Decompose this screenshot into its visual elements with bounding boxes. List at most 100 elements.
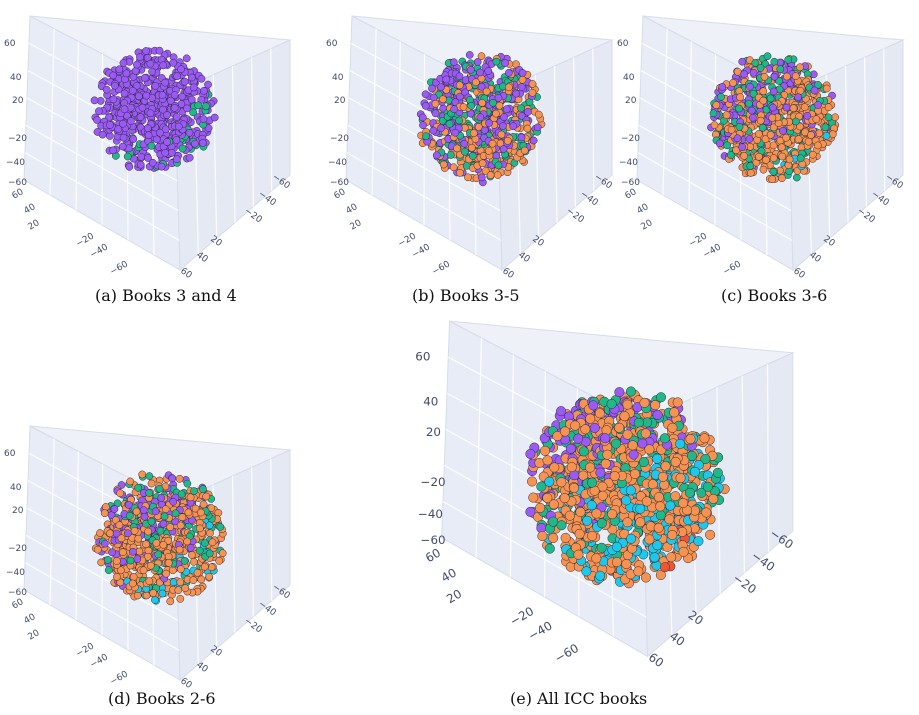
- scatter3d-plot: 604020−20−40−60604020−20−40−60−60−40−202…: [4, 425, 292, 691]
- scatter-point: [95, 107, 103, 116]
- scatter-point: [175, 474, 184, 483]
- scatter-point: [467, 143, 476, 152]
- scatter-point: [134, 92, 143, 101]
- scatter-point: [161, 148, 170, 157]
- scatter-point: [147, 517, 156, 526]
- scatter-point: [151, 82, 160, 90]
- scatter-point: [122, 69, 131, 78]
- scatter-point: [184, 508, 193, 517]
- scatter-point: [503, 136, 512, 145]
- scatter-point: [831, 113, 839, 122]
- scatter-point: [712, 467, 723, 478]
- tick-label-y: 60: [333, 187, 348, 202]
- scatter-point: [740, 151, 748, 160]
- scatter-point: [776, 65, 785, 73]
- tick-label-z: −20: [421, 475, 446, 489]
- scatter-point: [126, 556, 135, 565]
- scatter-point: [109, 95, 118, 104]
- scatter-point: [769, 167, 778, 176]
- scatter-point: [142, 591, 151, 600]
- scatter-point: [625, 485, 636, 496]
- scatter-point: [644, 534, 655, 545]
- scatter-point: [638, 457, 649, 468]
- scatter-point: [810, 86, 819, 95]
- scatter-point: [656, 392, 667, 403]
- scatter-point: [145, 577, 154, 586]
- scatter-point: [589, 422, 600, 433]
- caption-c: (c) Books 3-6: [721, 286, 828, 305]
- scatter-point: [822, 131, 831, 140]
- scatter-point: [700, 453, 711, 464]
- scatter-point: [169, 578, 178, 587]
- scatter-point: [789, 104, 798, 113]
- scatter-point: [665, 500, 676, 511]
- scatter-point: [449, 163, 458, 172]
- scatter-point: [188, 551, 196, 559]
- scatter-point: [517, 104, 525, 113]
- scatter-point: [633, 417, 644, 428]
- scatter-point: [768, 175, 777, 184]
- scatter-point: [727, 151, 735, 159]
- scatter-point: [664, 514, 675, 525]
- tick-label-z: −60: [621, 178, 640, 188]
- scatter-point: [746, 82, 754, 91]
- scatter-point: [129, 135, 138, 143]
- scatter-point: [189, 83, 198, 92]
- scatter3d-plot: 604020−20−40−60604020−20−40−60−60−40−202…: [617, 15, 905, 281]
- scatter-points: [707, 52, 840, 184]
- scatter-point: [611, 541, 622, 552]
- tick-label-y: −20: [75, 231, 97, 249]
- scatter-point: [459, 103, 468, 111]
- scatter-point: [822, 84, 831, 93]
- scatter-point: [756, 64, 765, 72]
- scatter-point: [622, 429, 633, 440]
- scatter-point: [784, 55, 793, 64]
- scatter-point: [200, 562, 209, 571]
- scatter-point: [133, 60, 141, 69]
- tick-label-y: −20: [75, 641, 97, 659]
- scatter3d-panel-e: 60 40 20 −20 −40 −60 60 40 20 −20 −40 −60 −60 −40 −20 2…: [410, 300, 810, 708]
- scatter-point: [533, 123, 542, 132]
- scatter-point: [792, 173, 801, 182]
- scatter-point: [505, 83, 513, 92]
- scatter-point: [183, 104, 191, 113]
- scatter-point: [759, 165, 768, 174]
- scatter-point: [502, 105, 511, 114]
- scatter-point: [163, 138, 172, 146]
- scatter-point: [478, 159, 487, 168]
- scatter-point: [201, 539, 209, 547]
- scatter-point: [132, 507, 141, 516]
- scatter-point: [715, 139, 724, 148]
- scatter-point: [124, 500, 133, 509]
- scatter-point: [120, 105, 129, 114]
- scatter-point: [534, 110, 543, 119]
- scatter-point: [197, 575, 206, 584]
- scatter-point: [640, 428, 651, 439]
- scatter-point: [164, 536, 173, 545]
- scatter-point: [97, 558, 106, 567]
- scatter-point: [194, 101, 203, 110]
- scatter-point: [659, 562, 670, 573]
- scatter-point: [749, 89, 758, 98]
- scatter-point: [152, 539, 161, 547]
- scatter-point: [565, 443, 576, 454]
- scatter-point: [190, 557, 198, 566]
- scatter-point: [465, 51, 474, 59]
- scatter-point: [749, 113, 757, 122]
- scatter-point: [178, 92, 186, 101]
- scatter-point: [205, 521, 214, 530]
- scatter-point: [162, 569, 171, 578]
- scatter-point: [453, 144, 461, 153]
- scatter-point: [159, 519, 168, 528]
- scatter-point: [666, 552, 677, 563]
- scatter-point: [144, 527, 152, 536]
- scatter-point: [204, 80, 212, 89]
- scatter-point: [155, 484, 164, 493]
- scatter-point: [119, 133, 128, 142]
- tick-label-z: 60: [326, 39, 338, 49]
- scatter-point: [98, 130, 107, 139]
- scatter-point: [429, 126, 438, 135]
- scatter-point: [189, 576, 198, 585]
- scatter-point: [582, 515, 593, 526]
- scatter-point: [460, 139, 469, 148]
